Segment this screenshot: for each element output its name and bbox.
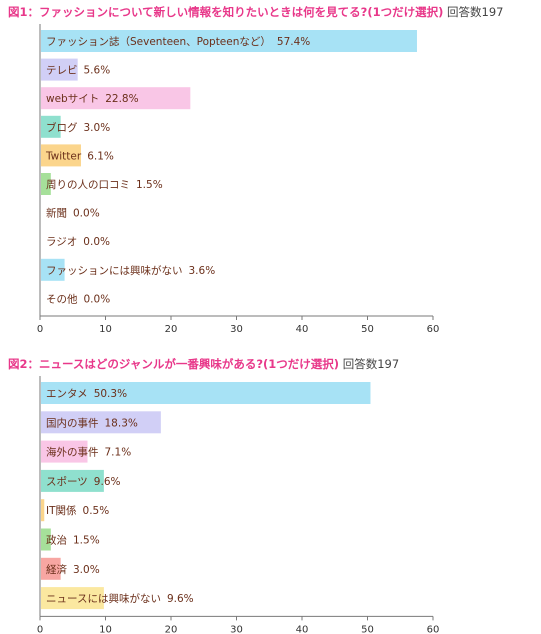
chart1-category-label: ファッション誌（Seventeen、Popteenなど） [46, 35, 271, 48]
chart1-value-label: 5.6% [84, 65, 111, 77]
chart1-title-text: 図1：ファッションについて新しい情報を知りたいときは何を見てる?(1つだけ選択) [8, 5, 444, 19]
chart2-category-label: 海外の事件 [46, 446, 99, 459]
chart2-title-text: 図2：ニュースはどのジャンルが一番興味がある?(1つだけ選択) [8, 357, 340, 371]
chart2-bar [41, 528, 51, 551]
chart2-bar-label: 海外の事件 7.1% [46, 446, 131, 459]
chart1-category-label: 新聞 [46, 207, 67, 220]
chart1-x-tick-label: 30 [230, 324, 243, 335]
chart1-bar [41, 115, 61, 138]
chart1-x-tick-label: 0 [37, 324, 43, 335]
chart1-bar-label: ブログ 3.0% [46, 121, 110, 134]
chart1-bar [41, 58, 78, 81]
chart1-bar-label: その他 0.0% [46, 292, 110, 305]
chart2-value-label: 9.6% [94, 476, 121, 488]
chart1-value-label: 3.0% [84, 122, 111, 134]
chart1-value-label: 0.0% [84, 293, 111, 305]
chart2-bar [41, 587, 104, 610]
chart2-value-label: 50.3% [94, 388, 127, 400]
chart1-category-label: Twitter [45, 150, 82, 162]
chart2-bar-label: 政治 1.5% [46, 534, 100, 547]
chart1-bar-label: ファッションには興味がない 3.6% [46, 264, 215, 277]
chart1-bar-label: 周りの人の口コミ 1.5% [46, 179, 163, 191]
chart2-respondents: 回答数197 [342, 357, 400, 371]
chart1-bar [41, 144, 81, 167]
chart1-title: 図1：ファッションについて新しい情報を知りたいときは何を見てる?(1つだけ選択)… [8, 4, 503, 20]
chart1-x-tick-label: 40 [296, 324, 309, 335]
chart2-bar-label: 経済 3.0% [46, 563, 100, 576]
chart2-x-tick-label: 40 [296, 624, 309, 634]
chart2-value-label: 3.0% [73, 564, 100, 576]
chart2-category-label: ニュースには興味がない [46, 592, 161, 605]
chart1-value-label: 1.5% [136, 179, 163, 191]
chart2-bar-label: エンタメ 50.3% [46, 388, 127, 400]
chart1-category-label: 周りの人の口コミ [46, 179, 130, 191]
chart2-value-label: 9.6% [167, 593, 194, 605]
chart1-bar-label: Twitter 6.1% [45, 150, 114, 162]
chart1-value-label: 22.8% [105, 93, 138, 105]
chart2-bar-label: ニュースには興味がない 9.6% [46, 592, 194, 605]
chart2-bar [41, 411, 161, 434]
chart2-bar-label: スポーツ 9.6% [46, 476, 120, 488]
chart2-bar [41, 469, 104, 492]
chart1-bar-label: テレビ 5.6% [46, 65, 110, 77]
chart1-x-tick-label: 50 [361, 324, 374, 335]
chart1-bar-label: ファッション誌（Seventeen、Popteenなど） 57.4% [46, 35, 310, 48]
chart2-bar [41, 382, 371, 404]
chart1-bar [41, 258, 65, 281]
chart1-x-tick-label: 10 [99, 324, 112, 335]
chart1-bar-label: 新聞 0.0% [46, 207, 100, 220]
chart1-category-label: その他 [46, 292, 78, 305]
chart1-category-label: ブログ [46, 121, 78, 134]
chart1-plot: ファッション誌（Seventeen、Popteenなど） 57.4% テレビ 5.6%… [37, 24, 440, 335]
chart2-bar [41, 557, 61, 580]
chart2-category-label: 経済 [46, 563, 67, 576]
chart1-value-label: 0.0% [83, 236, 110, 248]
chart2-category-label: 国内の事件 [46, 416, 99, 429]
chart2-x-tick-label: 60 [427, 624, 440, 634]
chart2-value-label: 0.5% [83, 505, 110, 517]
chart1-bar [41, 30, 417, 52]
chart2-bar [41, 499, 45, 522]
chart2-bar-label: IT関係 0.5% [46, 505, 109, 517]
chart1-bar-label: webサイト 22.8% [46, 93, 139, 105]
chart1-bar-label: ラジオ 0.0% [46, 236, 110, 248]
chart2-bar-label: 国内の事件 18.3% [46, 416, 138, 429]
chart2-title: 図2：ニュースはどのジャンルが一番興味がある?(1つだけ選択) 回答数197 [8, 356, 399, 372]
chart1-bar [41, 173, 51, 195]
chart2-x-tick-label: 30 [230, 624, 243, 634]
chart2-x-tick-label: 50 [361, 624, 374, 634]
chart2-value-label: 18.3% [105, 417, 138, 429]
chart1-category-label: テレビ [46, 65, 78, 77]
chart1-bar [41, 87, 191, 110]
chart1-category-label: webサイト [46, 93, 99, 105]
chart1-value-label: 6.1% [87, 150, 114, 162]
chart2-plot: エンタメ 50.3% 国内の事件 18.3% 海外の事件 7.1% スポーツ 9.6% IT関係… [37, 376, 440, 634]
chart2-category-label: スポーツ [46, 476, 88, 488]
chart2-value-label: 7.1% [105, 447, 132, 459]
chart2-bar [41, 440, 88, 463]
chart2-value-label: 1.5% [73, 535, 100, 547]
chart2-category-label: 政治 [46, 534, 67, 547]
chart2-x-tick-label: 10 [99, 624, 112, 634]
chart1-value-label: 3.6% [189, 265, 216, 277]
chart1-category-label: ラジオ [46, 236, 77, 248]
chart1-value-label: 0.0% [73, 208, 100, 220]
chart2-x-tick-label: 0 [37, 624, 43, 634]
chart2-category-label: IT関係 [46, 505, 77, 517]
chart1-x-tick-label: 20 [165, 324, 178, 335]
chart1-respondents: 回答数197 [447, 5, 504, 19]
chart1-x-tick-label: 60 [427, 324, 440, 335]
chart2-category-label: エンタメ [46, 388, 88, 400]
chart2-x-tick-label: 20 [165, 624, 178, 634]
chart1-category-label: ファッションには興味がない [46, 264, 183, 277]
chart1-value-label: 57.4% [277, 36, 310, 48]
